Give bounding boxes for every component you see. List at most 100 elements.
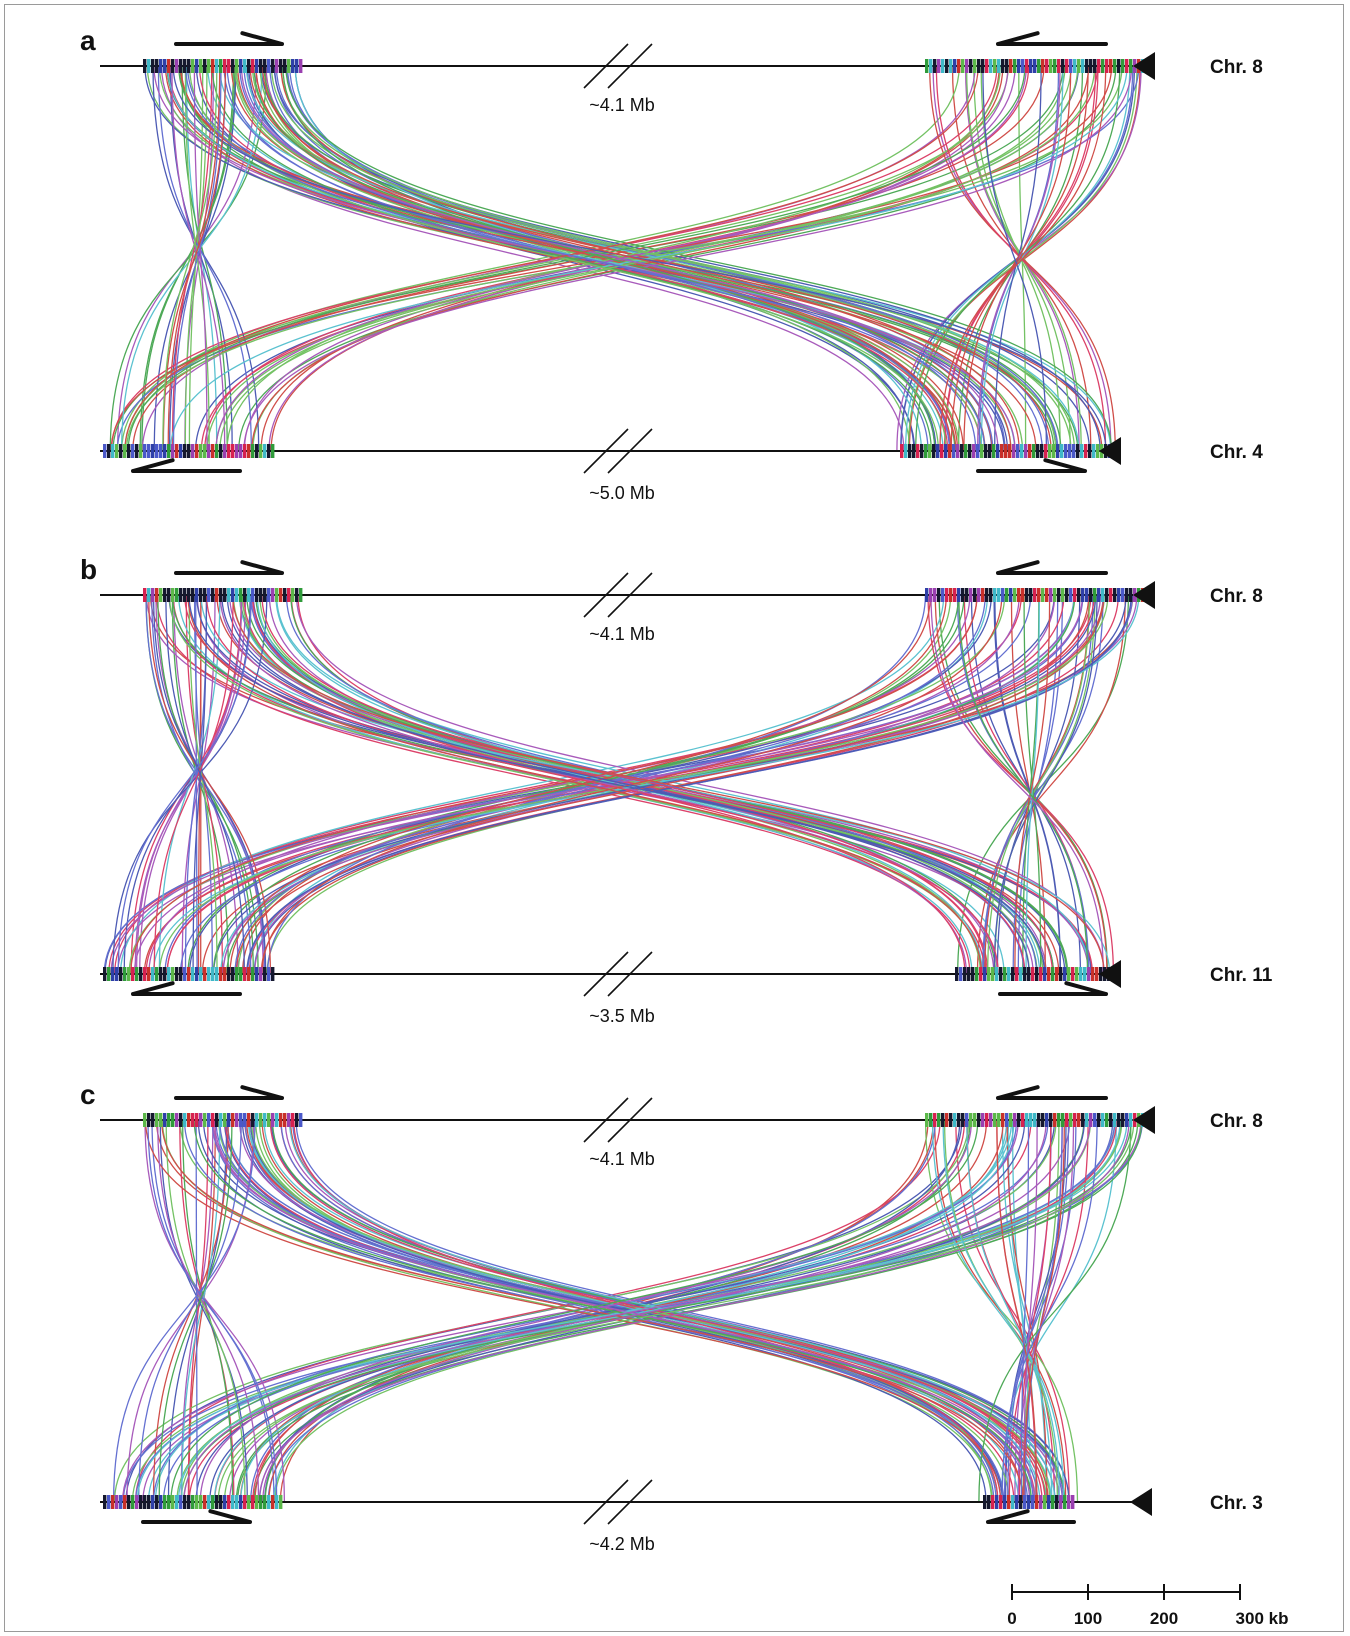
- gene-block: [1044, 444, 1048, 458]
- gene-block: [143, 444, 147, 458]
- gene-block: [175, 59, 179, 73]
- synteny-link: [1001, 1119, 1098, 1503]
- synteny-link: [188, 594, 1046, 975]
- gene-block: [179, 588, 183, 602]
- gene-block: [291, 588, 295, 602]
- gene-block: [912, 444, 916, 458]
- telomere-marker-bottom: [1099, 437, 1121, 465]
- synteny-link: [232, 594, 1105, 975]
- gene-block: [1093, 1113, 1097, 1127]
- orientation-arrow-bottom-left: [141, 1509, 252, 1524]
- synteny-link: [177, 1119, 1121, 1503]
- gene-block: [1076, 444, 1080, 458]
- synteny-link: [123, 594, 251, 975]
- gene-block: [973, 1113, 977, 1127]
- gap-mark-bottom-slash-0: [583, 428, 629, 474]
- gene-block: [985, 59, 989, 73]
- gene-block: [953, 1113, 957, 1127]
- gene-block: [1113, 59, 1117, 73]
- gene-block: [215, 967, 219, 981]
- gene-block: [976, 444, 980, 458]
- gene-block: [1129, 59, 1133, 73]
- gene-block: [275, 1113, 279, 1127]
- gap-mark-bottom-slash-0: [583, 951, 629, 997]
- gene-block: [271, 1495, 275, 1509]
- gene-block: [1005, 59, 1009, 73]
- panel-letter: c: [80, 1079, 96, 1110]
- gene-block: [179, 967, 183, 981]
- gap-mark-bottom-slash-0: [583, 1479, 629, 1525]
- gene-block: [1045, 59, 1049, 73]
- synteny-link: [211, 65, 932, 452]
- gene-block: [191, 444, 195, 458]
- orientation-arrow-top-left: [174, 560, 284, 575]
- gene-block: [1067, 967, 1071, 981]
- gene-block: [964, 444, 968, 458]
- synteny-link: [141, 65, 976, 452]
- gene-block: [179, 1113, 183, 1127]
- synteny-link: [158, 1119, 233, 1503]
- gene-block: [259, 967, 263, 981]
- gene-block: [1028, 444, 1032, 458]
- gene-block: [1053, 59, 1057, 73]
- gene-block: [215, 1495, 219, 1509]
- gene-block: [1036, 444, 1040, 458]
- gene-block: [211, 59, 215, 73]
- gene-block: [1027, 1495, 1031, 1509]
- gene-block: [199, 1113, 203, 1127]
- gene-block: [1065, 588, 1069, 602]
- gene-block: [111, 967, 115, 981]
- gene-block: [111, 1495, 115, 1509]
- gene-block: [957, 59, 961, 73]
- synteny-link: [258, 1119, 1130, 1503]
- synteny-link: [266, 594, 927, 975]
- synteny-link: [261, 594, 1003, 975]
- gene-block: [1081, 588, 1085, 602]
- synteny-link: [1023, 1119, 1038, 1503]
- gene-block: [191, 588, 195, 602]
- synteny-link: [931, 1119, 1065, 1503]
- gene-block: [949, 1113, 953, 1127]
- gene-block: [1087, 967, 1091, 981]
- gene-block: [139, 444, 143, 458]
- gene-block: [1040, 444, 1044, 458]
- gene-block: [949, 588, 953, 602]
- gene-block: [936, 444, 940, 458]
- gene-block: [239, 1495, 243, 1509]
- synteny-link: [184, 65, 986, 452]
- synteny-link: [181, 1119, 221, 1503]
- gene-block: [135, 444, 139, 458]
- gene-block: [996, 444, 1000, 458]
- gene-block: [231, 444, 235, 458]
- gene-block: [989, 1113, 993, 1127]
- scale-label-100: 100: [1074, 1609, 1102, 1628]
- gene-block: [928, 444, 932, 458]
- gene-block: [1125, 588, 1129, 602]
- gene-block: [263, 588, 267, 602]
- gene-block: [1075, 967, 1079, 981]
- gene-block: [207, 967, 211, 981]
- gene-block: [1047, 1495, 1051, 1509]
- gene-block: [235, 444, 239, 458]
- gene-block: [175, 967, 179, 981]
- gene-block: [1109, 1113, 1113, 1127]
- synteny-links: [112, 1119, 1144, 1503]
- gene-block: [961, 59, 965, 73]
- gene-block: [227, 59, 231, 73]
- gene-block: [945, 588, 949, 602]
- gene-block: [127, 1495, 131, 1509]
- gene-block: [211, 588, 215, 602]
- gene-block: [243, 59, 247, 73]
- gene-block: [1019, 1495, 1023, 1509]
- synteny-link: [162, 65, 227, 452]
- synteny-link: [188, 594, 218, 975]
- gene-block: [211, 967, 215, 981]
- synteny-link: [950, 65, 1089, 452]
- gene-block: [283, 1113, 287, 1127]
- chr-label-top: Chr. 8: [1210, 586, 1263, 607]
- gene-block: [203, 444, 207, 458]
- synteny-link: [269, 1119, 1046, 1503]
- synteny-link: [183, 1119, 1091, 1503]
- gene-block: [171, 588, 175, 602]
- orientation-arrow-top-right: [996, 31, 1108, 46]
